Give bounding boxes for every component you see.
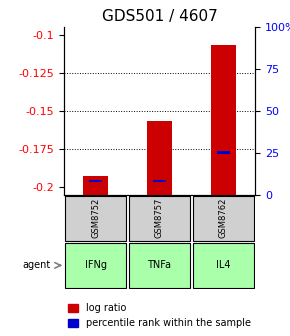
Bar — [147, 121, 172, 195]
FancyBboxPatch shape — [129, 243, 190, 288]
Text: IFNg: IFNg — [85, 260, 107, 270]
FancyBboxPatch shape — [65, 243, 126, 288]
Bar — [217, 152, 230, 154]
Bar — [83, 176, 108, 195]
Text: IL4: IL4 — [216, 260, 231, 270]
Legend: log ratio, percentile rank within the sample: log ratio, percentile rank within the sa… — [65, 300, 254, 331]
Text: agent: agent — [23, 260, 51, 270]
Bar — [89, 180, 102, 182]
Text: TNFa: TNFa — [148, 260, 171, 270]
FancyBboxPatch shape — [129, 196, 190, 241]
Text: GSM8762: GSM8762 — [219, 198, 228, 238]
FancyBboxPatch shape — [65, 196, 126, 241]
Text: GSM8757: GSM8757 — [155, 198, 164, 238]
Bar — [211, 45, 236, 195]
Text: GSM8752: GSM8752 — [91, 198, 100, 238]
FancyBboxPatch shape — [193, 196, 254, 241]
Title: GDS501 / 4607: GDS501 / 4607 — [102, 9, 218, 24]
Bar — [153, 180, 166, 182]
FancyBboxPatch shape — [193, 243, 254, 288]
